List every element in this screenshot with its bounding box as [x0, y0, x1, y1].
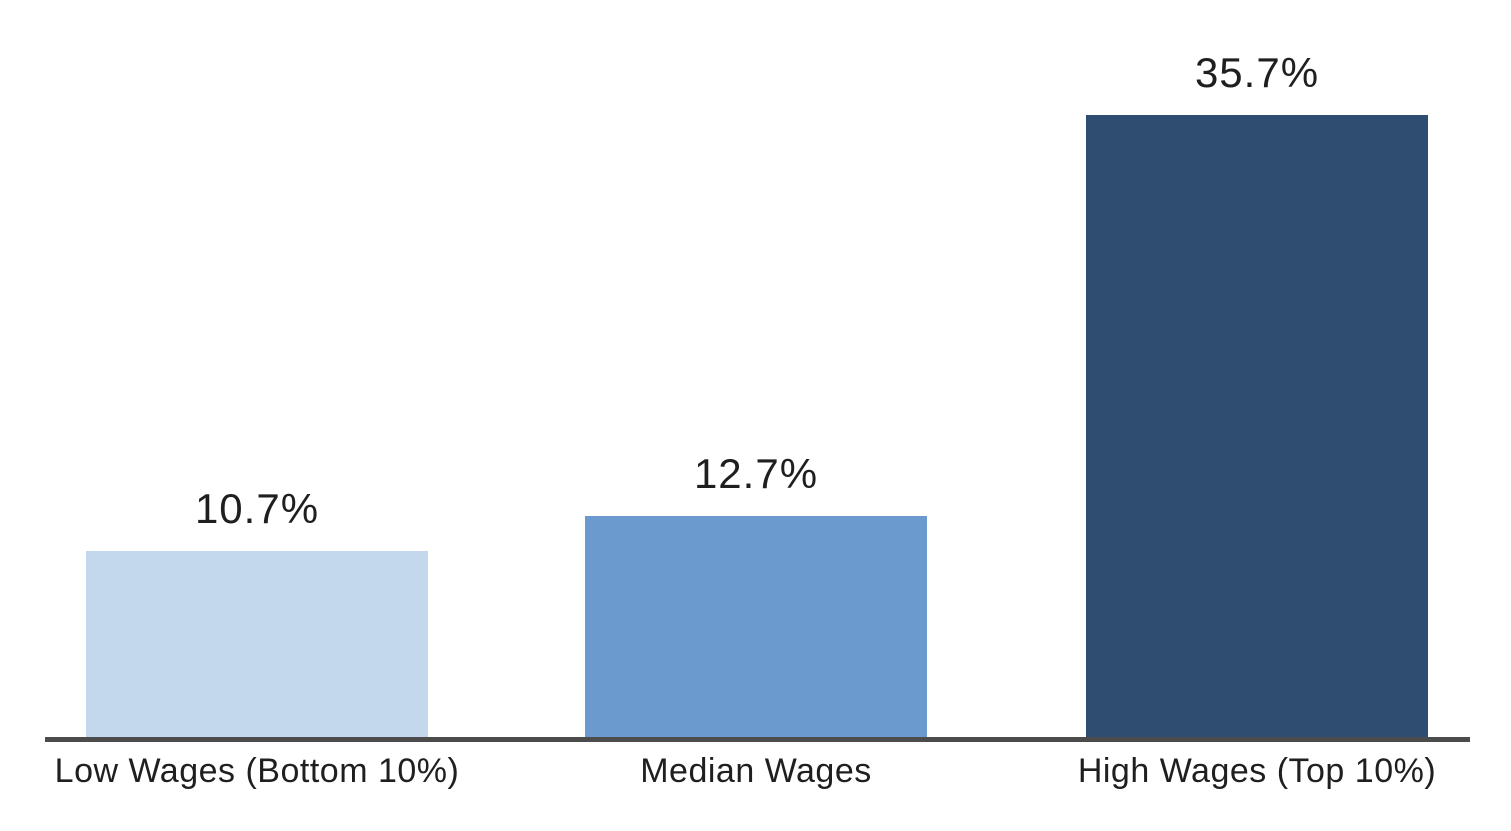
bar-category-label: High Wages (Top 10%): [1077, 752, 1437, 790]
x-axis-line: [45, 737, 1470, 742]
bar-category-label: Median Wages: [640, 752, 872, 790]
bar-low-wages: [86, 551, 428, 737]
bar-high-wages: [1086, 115, 1428, 737]
bar-value-label: 12.7%: [693, 450, 819, 497]
bar-category-label: Low Wages (Bottom 10%): [54, 752, 460, 790]
bar-value-label: 10.7%: [194, 485, 320, 532]
bar-group-high-wages: 35.7% High Wages (Top 10%): [1007, 0, 1507, 831]
bar-median-wages: [585, 516, 927, 737]
bar-group-low-wages: 10.7% Low Wages (Bottom 10%): [7, 0, 507, 831]
bar-group-median-wages: 12.7% Median Wages: [506, 0, 1006, 831]
bar-value-label: 35.7%: [1194, 49, 1320, 96]
